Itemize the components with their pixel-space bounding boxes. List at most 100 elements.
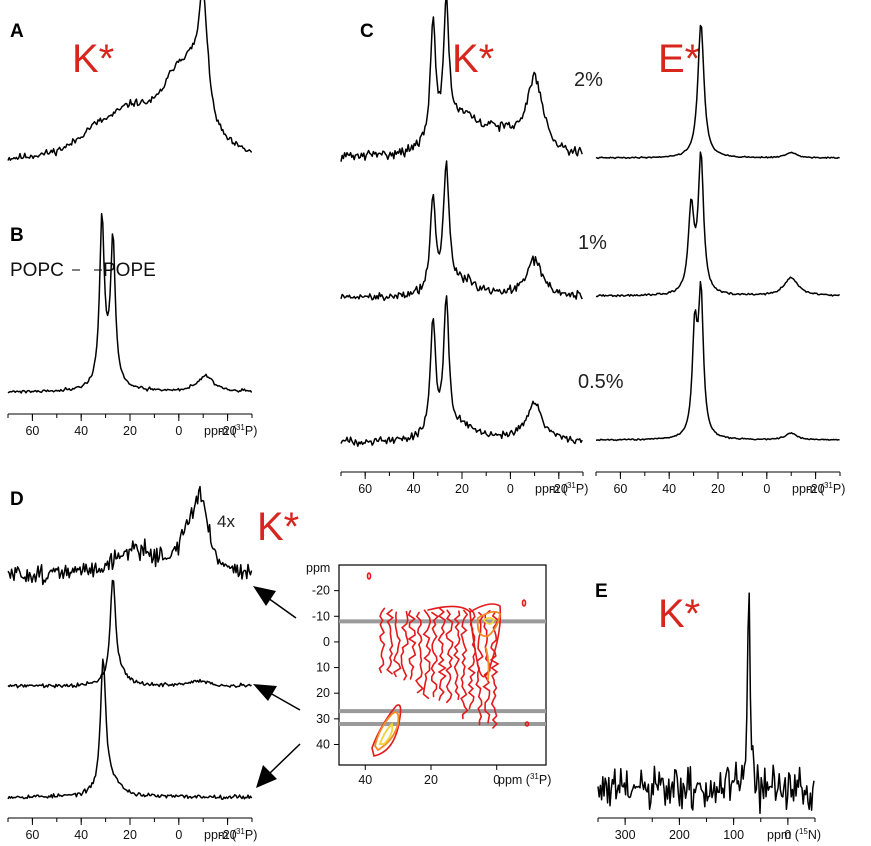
axis-e-tick-label: 300 (615, 828, 636, 842)
contour-red-line (378, 607, 386, 674)
axis-c-e-tick-label: -20 (807, 482, 825, 496)
scale-factor-label: 4x (217, 512, 235, 531)
spectrum-c-e-05pct (595, 280, 840, 442)
arrow-bottom-shaft (269, 743, 301, 774)
contour-orange (374, 610, 501, 752)
contour-red-line (430, 611, 440, 698)
slice-arrow-bottom (256, 743, 301, 788)
contour-red-line (437, 607, 447, 701)
axis-b-tick-label: 20 (123, 424, 137, 438)
panel-a: A K* (7, 0, 253, 161)
axis-b-tick-label: -20 (219, 424, 237, 438)
axis-c-k-tick-label: 60 (358, 482, 372, 496)
axis-b-tick-label: 40 (74, 424, 88, 438)
axis-c-k-unit: ppm (31P) (535, 481, 588, 496)
contour-x-tick-label: 0 (493, 773, 500, 787)
axis-c-k-tick-label: -20 (550, 482, 568, 496)
axis-b-tick-label: 60 (25, 424, 39, 438)
spectrum-c-k-2pct (340, 0, 583, 162)
panel-a-label: K* (72, 37, 114, 81)
contour-y-tick-label: 30 (316, 712, 330, 726)
axis-d-tick-label: -20 (219, 828, 237, 842)
spectrum-c-k-05pct (340, 295, 583, 447)
panel-d-label: K* (257, 505, 299, 549)
slice-arrow-top (253, 586, 297, 619)
panel-b-letter: B (10, 225, 24, 246)
contour-yellow-bottom-core (378, 722, 394, 745)
panel-c-label-e: E* (658, 37, 700, 81)
contour-y-tick-label: -10 (312, 609, 330, 623)
axis-c-e-tick-label: 0 (763, 482, 770, 496)
axis-d-tick-label: 20 (123, 828, 137, 842)
spectrum-c-e-2pct (595, 24, 840, 160)
contour-red-speck (524, 721, 530, 727)
contour-red-line (400, 610, 409, 681)
arrow-middle-shaft (269, 692, 301, 711)
panel-c-letter: C (360, 21, 374, 42)
contour-y-tick-label: -20 (312, 584, 330, 598)
contour-yellow-top-core (482, 617, 496, 625)
axis-d-tick-label: 0 (175, 828, 182, 842)
axis-d-tick-label: 40 (74, 828, 88, 842)
contour-red-line (460, 609, 469, 720)
contour-red-line (392, 611, 402, 678)
contour-x-unit-nucleus: P) (539, 773, 552, 787)
spectrum-c-k-1pct (340, 160, 583, 302)
contour-red-line (422, 609, 432, 699)
contour-x-tick-label: 20 (424, 773, 438, 787)
contour-red-line (415, 611, 425, 694)
arrow-top-shaft (267, 597, 297, 619)
contour-red-line (453, 610, 461, 700)
contour-y-tick-label: 20 (316, 686, 330, 700)
axis-e-tick-label: 0 (784, 828, 791, 842)
panel-a-letter: A (10, 21, 24, 42)
axis-c-k-tick-label: 0 (507, 482, 514, 496)
contour-red-line (407, 610, 417, 680)
axis-c-k-unit-text: ppm ( (535, 482, 568, 496)
contour-red-speck (521, 599, 527, 607)
axis-c-e-tick-label: 60 (613, 482, 627, 496)
arrow-middle-head (253, 684, 277, 701)
axis-c-e-tick-label: 40 (662, 482, 676, 496)
contour-y-tick-label: 0 (323, 635, 330, 649)
popc-label: POPC (10, 260, 64, 281)
axis-c-k-unit-sup: 31 (567, 481, 576, 490)
panel-d-letter: D (10, 489, 24, 510)
contour-orange-strand (485, 647, 490, 681)
arrow-bottom-head (256, 765, 277, 788)
contour-yellow (378, 617, 496, 745)
axis-e-unit-sup: 15 (799, 827, 808, 836)
axis-c-k-unit-nucleus: P) (576, 482, 589, 496)
contour-red-line (489, 611, 500, 729)
spectrum-e (597, 592, 815, 815)
spectrum-d-top (7, 485, 253, 586)
axis-e-unit-text: ppm ( (767, 828, 800, 842)
axis-e-unit: ppm (15N) (767, 827, 821, 842)
contour-y-label: ppm (306, 561, 330, 575)
arrow-top-head (253, 586, 276, 606)
contour-x-unit-text: ppm ( (498, 773, 531, 787)
contour-red-line (445, 609, 454, 704)
concentration-label-1: 1% (578, 232, 607, 254)
axis-b-unit: ppm (31P) (204, 423, 257, 438)
contour-slice-bands (339, 619, 546, 726)
contour-x-unit-sup: 31 (530, 772, 539, 781)
panel-e-label: K* (658, 592, 700, 636)
axis-c-e-unit-text: ppm ( (792, 482, 825, 496)
axis-b-tick-label: 0 (175, 424, 182, 438)
spectrum-b (7, 212, 253, 394)
pope-label: POPE (103, 260, 156, 281)
axis-c-e-unit: ppm (31P) (792, 481, 845, 496)
axis-b-unit-text: ppm ( (204, 424, 237, 438)
axis-c-k-tick-label: 20 (455, 482, 469, 496)
contour-red-speck (366, 572, 372, 580)
